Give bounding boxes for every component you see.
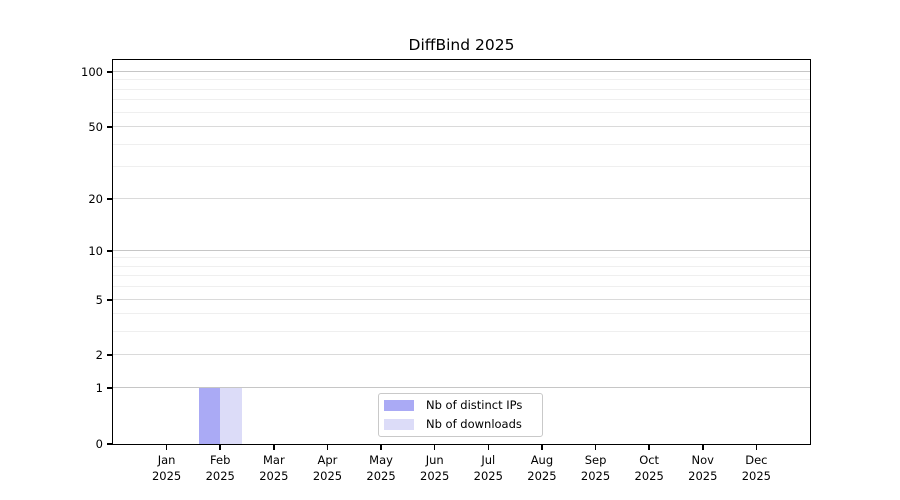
gridline-major-50 [113, 125, 810, 127]
gridline-major-100 [113, 70, 810, 72]
y-tick-label-20: 20 [88, 191, 103, 206]
x-tick-jun [433, 445, 436, 450]
y-tick-1 [107, 387, 112, 390]
y-tick-label-0: 0 [95, 437, 103, 451]
gridline-major-10 [113, 249, 810, 251]
x-tick-label-dec: Dec 2025 [741, 453, 772, 483]
y-tick-label-2: 2 [95, 348, 103, 363]
x-tick-label-nov: Nov 2025 [688, 453, 718, 483]
legend-label-distinct-ips: Nb of distinct IPs [426, 398, 523, 412]
x-tick-mar [273, 445, 275, 450]
gridline-major-20 [113, 197, 810, 199]
legend-swatch-distinct-ips-icon [384, 400, 414, 411]
gridline-minor-70 [113, 99, 810, 101]
x-tick-apr [326, 445, 329, 450]
x-tick-oct [648, 445, 650, 450]
y-tick-label-50: 50 [88, 119, 103, 134]
x-tick-sep [594, 445, 597, 450]
x-tick-label-sep: Sep 2025 [580, 453, 611, 483]
x-tick-feb [219, 445, 221, 450]
gridline-minor-60 [113, 111, 810, 113]
legend: Nb of distinct IPs Nb of downloads [378, 393, 543, 437]
gridline-minor-40 [113, 143, 810, 145]
chart-title: DiffBind 2025 [408, 36, 515, 54]
x-tick-label-jun: Jun 2025 [420, 453, 450, 483]
gridline-minor-90 [113, 79, 810, 81]
gridline-minor-80 [113, 88, 810, 90]
y-tick-label-100: 100 [81, 64, 103, 79]
y-tick-label-1: 1 [95, 381, 103, 396]
x-tick-label-aug: Aug 2025 [527, 453, 557, 483]
legend-item-downloads: Nb of downloads [384, 417, 542, 432]
x-tick-dec [755, 445, 758, 450]
y-tick-10 [107, 249, 112, 252]
y-tick-5 [107, 298, 112, 301]
y-tick-2 [107, 354, 112, 357]
x-tick-may [380, 445, 382, 450]
y-tick-50 [107, 125, 112, 128]
legend-label-downloads: Nb of downloads [426, 417, 522, 431]
y-tick-label-10: 10 [88, 243, 103, 258]
gridline-minor-8 [113, 265, 810, 267]
x-tick-label-jul: Jul 2025 [473, 453, 503, 483]
x-tick-label-oct: Oct 2025 [634, 453, 664, 483]
x-tick-label-apr: Apr 2025 [312, 453, 343, 483]
gridline-minor-3 [113, 331, 810, 333]
gridline-minor-30 [113, 166, 810, 168]
gridline-major-2 [113, 354, 810, 356]
y-tick-100 [107, 70, 112, 73]
x-tick-jan [165, 445, 168, 450]
bar-nb-of-distinct-ips-feb [198, 388, 221, 444]
x-tick-jul [487, 445, 490, 450]
bar-nb-of-downloads-feb [220, 388, 242, 444]
y-tick-20 [107, 197, 112, 200]
gridline-minor-7 [113, 275, 810, 277]
legend-item-distinct-ips: Nb of distinct IPs [384, 398, 542, 413]
x-tick-nov [702, 445, 704, 450]
x-tick-label-may: May 2025 [366, 453, 396, 483]
y-tick-label-5: 5 [95, 292, 103, 307]
legend-swatch-downloads-icon [384, 419, 414, 430]
gridline-minor-4 [113, 313, 810, 315]
gridline-major-1 [113, 387, 810, 389]
x-tick-label-feb: Feb 2025 [205, 453, 235, 483]
gridline-minor-6 [113, 286, 810, 288]
x-tick-label-mar: Mar 2025 [259, 453, 289, 483]
gridline-minor-9 [113, 257, 810, 259]
gridline-major-5 [113, 298, 810, 300]
y-tick-0 [107, 443, 112, 445]
x-tick-label-jan: Jan 2025 [151, 453, 182, 483]
plot-area [112, 59, 811, 445]
x-tick-aug [541, 445, 543, 450]
